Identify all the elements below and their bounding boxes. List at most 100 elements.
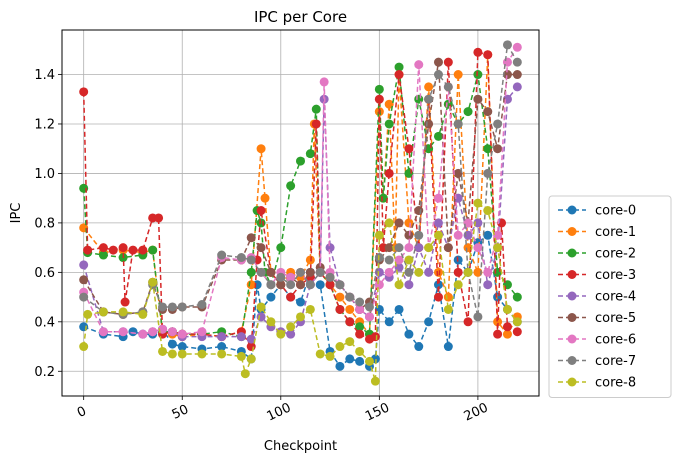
data-point [394,70,404,80]
data-point [493,317,503,327]
data-point [315,280,325,290]
legend-box [548,195,672,398]
data-point [319,77,329,87]
data-point [335,304,345,314]
data-point [512,292,522,302]
data-point [325,272,335,282]
data-point [512,82,522,92]
data-point [246,354,256,364]
data-point [433,57,443,67]
data-point [483,206,493,216]
data-point [404,255,414,265]
y-tick-label: 1.2 [34,117,55,132]
data-point [305,304,315,314]
data-point [414,206,424,216]
data-point [414,94,424,104]
legend-entry: core-6 [558,333,636,348]
data-point [256,312,266,322]
legend-label: core-5 [595,311,636,326]
y-axis-label: IPC [9,203,24,224]
data-point [483,168,493,178]
data-point [384,267,394,277]
data-point [483,107,493,117]
data-point [236,332,246,342]
legend-label: core-2 [595,247,636,262]
data-point [512,317,522,327]
data-point [453,70,463,80]
data-point [453,280,463,290]
data-point [167,349,177,359]
data-point [276,280,286,290]
data-point [453,230,463,240]
legend-marker [567,313,577,322]
data-point [296,297,305,307]
data-point [286,280,296,290]
data-point [325,351,335,361]
data-point [364,312,374,322]
x-tick-label: 0 [75,404,89,421]
data-point [374,230,384,240]
data-point [118,243,128,253]
data-point [433,70,443,80]
data-point [473,218,483,228]
data-point [286,272,296,282]
legend-entry: core-1 [558,225,636,240]
data-point [355,322,365,332]
data-point [345,317,355,327]
data-point [120,297,130,307]
data-point [433,230,443,240]
legend-entry: core-8 [558,376,636,391]
data-point [414,230,424,240]
data-point [217,332,227,342]
x-tick-label: 100 [265,400,294,424]
data-point [296,156,305,166]
data-point [246,267,256,277]
data-point [384,168,394,178]
y-tick-label: 1.0 [34,167,55,182]
data-point [305,267,315,277]
data-point [286,181,296,191]
data-point [311,104,321,114]
data-point [148,245,158,255]
data-point [83,245,93,255]
data-point [463,317,473,327]
data-point [118,327,128,337]
x-axis-label: Checkpoint [264,439,337,454]
data-point [108,245,118,255]
data-point [345,337,355,347]
data-point [394,243,404,253]
data-point [424,119,434,129]
series-core-8 [79,198,522,386]
data-point [79,292,89,302]
data-point [158,346,168,356]
data-point [240,369,250,379]
data-point [483,50,493,60]
data-point [217,349,227,359]
data-point [266,280,276,290]
data-point [364,356,374,366]
chart-title: IPC per Core [254,8,347,26]
legend-entry: core-5 [558,311,636,326]
data-point [483,230,493,240]
data-point [355,329,365,339]
data-point [424,94,434,104]
data-point [443,57,453,67]
data-point [355,304,365,314]
data-point [167,339,177,349]
data-point [256,302,266,312]
legend-label: core-7 [595,354,636,369]
y-tick-label: 0.8 [34,216,55,231]
data-point [374,94,384,104]
data-point [197,300,207,309]
data-point [197,327,207,337]
legend-marker [567,205,577,215]
data-point [424,243,434,253]
data-point [335,292,345,302]
data-point [305,280,315,290]
data-point [443,304,453,314]
legend-marker [567,377,577,387]
data-point [246,233,256,243]
legend-label: core-4 [595,290,636,305]
data-point [433,292,443,302]
legend-label: core-6 [595,333,636,348]
